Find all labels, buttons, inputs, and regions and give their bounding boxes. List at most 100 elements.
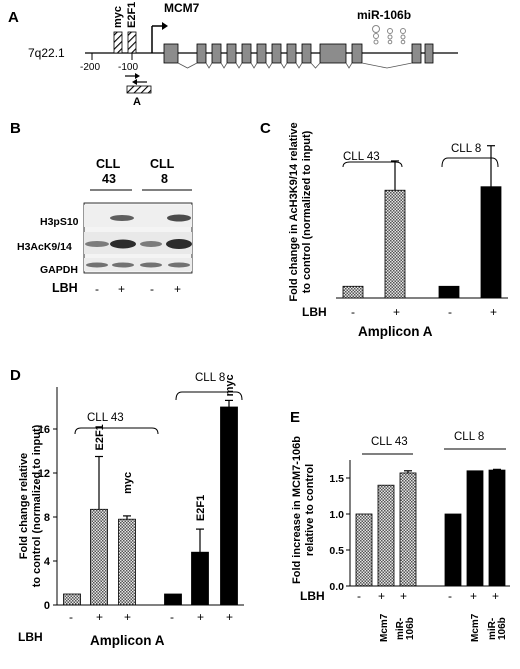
treat-e-2: + [378, 589, 385, 603]
treat-b-4: + [174, 282, 181, 296]
d-bar-label-1: E2F1 [94, 424, 106, 450]
amplicon-a-label: A [133, 96, 141, 108]
exon-2 [196, 43, 207, 64]
e-ylabel-2: relative to control [304, 464, 316, 556]
cll8-line1: CLL [150, 157, 175, 171]
myc-label: myc [112, 6, 124, 28]
panel-d-label: D [10, 367, 21, 384]
amplicon-a-box [126, 85, 152, 94]
d-bar-label-4: myc [224, 374, 236, 396]
mcm7-label: MCM7 [164, 1, 200, 15]
d-ytick-label-0: 0 [44, 600, 50, 612]
e-ylabel-1: Fold increase in MCM7-106b [291, 436, 303, 584]
exon-3 [211, 43, 222, 64]
e2f1-label: E2F1 [126, 2, 138, 28]
bar-d-3 [118, 518, 136, 606]
e-xcat-1: Mcm7 [379, 613, 390, 642]
d-ytick-label-4: 16 [38, 424, 50, 436]
d-bar-label-3: E2F1 [195, 495, 207, 521]
chart-e-marks: 0.0 0.5 1.0 1.5 [329, 460, 510, 593]
c-xlabel: Amplicon A [358, 324, 433, 339]
e-lbh-label: LBH [300, 589, 325, 603]
treat-c-4: + [490, 305, 497, 319]
chart-d-marks: 0 4 8 12 16 E2F1 myc E2F1 myc [38, 374, 244, 612]
e-group2-label: CLL 8 [454, 431, 484, 443]
mirna-hairpins [372, 25, 406, 45]
exon-boxes [163, 43, 434, 69]
intron-7 [280, 62, 288, 69]
bar-d-2 [90, 508, 108, 606]
panel-e-label: E [290, 409, 300, 426]
treat-c-3: - [448, 305, 452, 319]
panel-b-label: B [10, 120, 21, 137]
treat-e-1: - [357, 589, 361, 603]
bar-d-5 [191, 551, 209, 606]
blot-bands [85, 214, 192, 268]
e-xcat-3: 106b [405, 617, 416, 640]
cll43-line2: 43 [102, 172, 116, 186]
intron-4 [235, 62, 243, 69]
bar-e-6 [488, 469, 506, 587]
panel-d: D Fold change relative to control (norma… [10, 367, 244, 648]
intron-1 [177, 62, 198, 69]
treat-d-1: - [69, 610, 73, 624]
intron-2 [205, 62, 213, 69]
bar-e-5 [466, 470, 484, 587]
exon-5 [241, 43, 252, 64]
tick-minus100: -100 [118, 62, 138, 73]
treat-c-2: + [393, 305, 400, 319]
bar-e-4 [444, 513, 462, 587]
bar-c-4 [480, 186, 502, 299]
treat-d-6: + [226, 610, 233, 624]
treat-d-4: - [170, 610, 174, 624]
panel-c-label: C [260, 120, 271, 137]
cll43-line1: CLL [96, 157, 121, 171]
bar-c-1 [342, 285, 364, 299]
mir106b-label: miR-106b [357, 8, 411, 22]
blot-row-h3ack: H3AcK9/14 [17, 241, 72, 253]
treat-d-5: + [197, 610, 204, 624]
d-bar-label-2: myc [122, 472, 134, 494]
exon-6 [256, 43, 267, 64]
panel-a: A 7q22.1 myc E2F1 -200 -100 A MCM7 miR-1… [8, 1, 458, 108]
blot-row-h3ps10: H3pS10 [40, 216, 79, 228]
treat-d-3: + [124, 610, 131, 624]
bar-d-4 [164, 593, 182, 606]
e-ytick-label-2: 1.0 [329, 509, 344, 521]
tick-minus200: -200 [80, 62, 100, 73]
d-ytick-label-2: 8 [44, 512, 50, 524]
locus-label: 7q22.1 [28, 46, 65, 60]
exon-1 [163, 43, 179, 64]
intron-6 [265, 62, 273, 69]
intron-9 [310, 62, 321, 69]
panel-a-label: A [8, 9, 19, 26]
e-ytick-label-3: 1.5 [329, 473, 344, 485]
exon-13 [424, 43, 434, 64]
blot-row-gapdh: GAPDH [40, 264, 78, 276]
bar-e-1 [355, 513, 373, 587]
bar-e-2 [377, 484, 395, 587]
e-xcat-2: miR- [395, 618, 406, 640]
exon-11 [351, 43, 363, 64]
exon-8 [286, 43, 297, 64]
d-ytick-label-3: 12 [38, 468, 50, 480]
panel-b: B CLL 43 CLL 8 H3pS10 H3AcK9/14 GAPDH LB… [10, 120, 193, 296]
c-lbh-label: LBH [302, 305, 327, 319]
treat-b-1: - [95, 282, 99, 296]
c-ylabel-1: Fold change in AcH3K9/14 relative [288, 122, 300, 301]
treat-c-1: - [351, 305, 355, 319]
bar-e-3 [399, 472, 417, 587]
panel-e: E Fold increase in MCM7-106b relative to… [290, 409, 510, 642]
c-group2-label: CLL 8 [451, 143, 481, 155]
intron-10 [345, 62, 353, 69]
treat-e-4: - [448, 589, 452, 603]
exon-4 [226, 43, 237, 64]
chart-c-marks [342, 145, 502, 299]
treat-b-2: + [118, 282, 125, 296]
cll8-line2: 8 [161, 172, 168, 186]
c-group1-label: CLL 43 [343, 151, 380, 163]
e-xcat-4: Mcm7 [470, 613, 481, 642]
intron-11 [361, 62, 413, 69]
treat-b-3: - [150, 282, 154, 296]
intron-3 [220, 62, 228, 69]
